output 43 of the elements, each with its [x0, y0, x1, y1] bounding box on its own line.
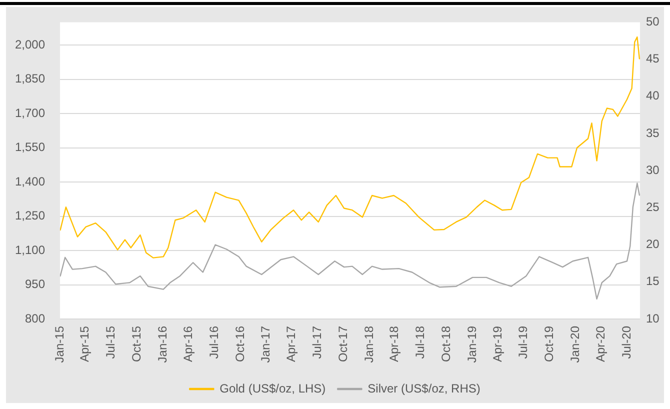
- legend-label: Silver (US$/oz, RHS): [368, 381, 480, 396]
- y2-tick-label: 25: [646, 200, 660, 214]
- x-tick-label: Jul-17: [310, 326, 324, 359]
- y-tick-label: 800: [24, 311, 46, 326]
- y2-tick-label: 30: [646, 162, 660, 177]
- x-tick-label: Apr-16: [181, 326, 196, 362]
- x-tick-label: Jul-19: [516, 326, 530, 359]
- x-tick-label: Apr-18: [387, 326, 402, 362]
- x-tick-label: Apr-17: [284, 326, 298, 362]
- x-tick-label: Oct-15: [129, 326, 144, 362]
- x-tick-label: Jul-16: [206, 326, 221, 359]
- y-tick-label: 950: [24, 277, 46, 292]
- x-tick-label: Oct-18: [438, 326, 453, 362]
- x-tick-label: Jan-18: [362, 326, 376, 363]
- y-tick-label: 2,000: [14, 37, 46, 52]
- x-tick-label: Apr-20: [594, 326, 608, 362]
- x-tick-label: Jan-20: [568, 326, 582, 363]
- x-tick-label: Oct-17: [336, 326, 350, 362]
- x-tick-label: Apr-19: [490, 326, 504, 362]
- y2-tick-label: 40: [646, 88, 660, 103]
- x-tick-label: Jan-15: [52, 326, 66, 363]
- y-tick-label: 1,700: [14, 106, 46, 120]
- y2-tick-label: 10: [646, 311, 660, 326]
- x-tick-label: Jan-19: [464, 326, 479, 363]
- y-tick-label: 1,850: [14, 72, 46, 86]
- legend-label: Gold (US$/oz, LHS): [220, 381, 326, 396]
- x-tick-label: Jul-15: [103, 326, 118, 359]
- y2-tick-label: 45: [646, 52, 660, 66]
- y-tick-label: 1,550: [14, 140, 46, 154]
- x-tick-label: Apr-15: [78, 326, 92, 362]
- y-tick-label: 1,100: [14, 242, 46, 257]
- y2-tick-label: 20: [646, 237, 660, 252]
- x-tick-label: Jul-18: [412, 326, 427, 359]
- x-tick-label: Jan-16: [155, 326, 170, 363]
- x-tick-label: Jan-17: [258, 326, 273, 363]
- y2-tick-label: 50: [646, 14, 660, 29]
- x-tick-label: Oct-19: [542, 326, 556, 362]
- y2-tick-label: 35: [646, 126, 660, 140]
- y-tick-label: 1,400: [14, 174, 46, 188]
- y2-tick-label: 15: [646, 274, 660, 288]
- x-tick-label: Jul-20: [619, 326, 634, 359]
- y-tick-label: 1,250: [14, 208, 46, 223]
- x-tick-label: Oct-16: [232, 326, 247, 362]
